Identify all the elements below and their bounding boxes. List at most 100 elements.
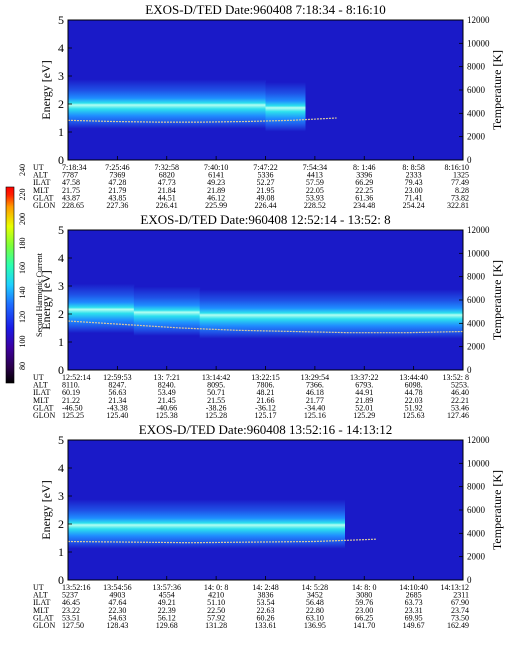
- x-tick-label: 8:16:10: [445, 163, 469, 172]
- ephemeris-value: 56.48: [306, 598, 324, 607]
- ephemeris-value: 5237: [62, 591, 78, 600]
- ephemeris-value: 141.70: [353, 621, 375, 630]
- ephemeris-value: 7806.: [257, 381, 275, 390]
- y-tick-label: 0: [58, 363, 64, 377]
- x-tick-label: 13:44:40: [399, 373, 427, 382]
- ephemeris-value: 162.49: [447, 621, 469, 630]
- ephemeris-value: 54.63: [108, 613, 126, 622]
- ephemeris-value: 21.22: [62, 396, 80, 405]
- ephemeris-value: 21.55: [207, 396, 225, 405]
- energy-band-segment: [68, 283, 135, 334]
- ephemeris-value: 60.19: [62, 388, 80, 397]
- ephemeris-value: 4903: [109, 591, 125, 600]
- ephemeris-value: 127.50: [62, 621, 84, 630]
- y-tick-label: 1: [58, 545, 64, 559]
- colorbar-tick-label: 240: [18, 164, 27, 176]
- x-tick-label: 7:40:10: [204, 163, 228, 172]
- y2-tick-label: 6000: [467, 85, 486, 95]
- x-tick-label: 7:18:34: [62, 163, 86, 172]
- ephemeris-value: 2311: [453, 591, 469, 600]
- ephemeris-row-label: GLAT: [33, 193, 54, 202]
- colorbar-label: Second Harmonic Current: [35, 252, 44, 337]
- ephemeris-value: 22.39: [158, 606, 176, 615]
- y2-tick-label: 0: [467, 365, 472, 375]
- ephemeris-value: 23.22: [62, 606, 80, 615]
- ephemeris-value: 53.54: [257, 598, 275, 607]
- x-tick-label: 14: 8: 0: [352, 583, 376, 592]
- ephemeris-row-label: ALT: [33, 171, 48, 180]
- ephemeris-value: 23.00: [355, 606, 373, 615]
- ephemeris-value: 44.91: [355, 388, 373, 397]
- ephemeris-row-label: ALT: [33, 381, 48, 390]
- ephemeris-row-label: ILAT: [33, 178, 50, 187]
- ephemeris-value: 21.45: [158, 396, 176, 405]
- ephemeris-value: 46.40: [451, 388, 469, 397]
- y-tick-label: 3: [58, 489, 64, 503]
- ephemeris-value: 4210: [208, 591, 224, 600]
- ephemeris-value: 59.76: [355, 598, 373, 607]
- colorbar-ticks: 80 100 120 140 160 180 200 220 240: [18, 164, 27, 370]
- ephemeris-value: 6098.: [405, 381, 423, 390]
- colorbar-scale: [5, 186, 15, 384]
- ephemeris-row-label: MLT: [33, 396, 49, 405]
- y-tick-label: 4: [58, 41, 64, 55]
- ephemeris-value: 53.49: [158, 388, 176, 397]
- energy-band-segment: [68, 499, 115, 549]
- x-tick-label: 14: 5:28: [302, 583, 328, 592]
- ephemeris-value: 22.50: [207, 606, 225, 615]
- ephemeris-row-label: GLAT: [33, 613, 54, 622]
- panel-title: EXOS-D/TED Date:960408 7:18:34 - 8:16:10: [145, 2, 385, 17]
- y2-tick-label: 6000: [467, 505, 486, 515]
- panel: EXOS-D/TED Date:960408 12:52:14 - 13:52:…: [33, 212, 504, 420]
- y2-tick-label: 4000: [467, 528, 486, 538]
- ephemeris-value: 5253.: [451, 381, 469, 390]
- ephemeris-value: 1325: [453, 171, 469, 180]
- x-tick-label: 13:52: 8: [443, 373, 469, 382]
- ephemeris-value: 53.51: [62, 613, 80, 622]
- temperature-trace: [68, 538, 377, 544]
- energy-band-segment: [147, 79, 187, 129]
- ephemeris-value: 51.10: [207, 598, 225, 607]
- plot-area: [68, 230, 463, 370]
- ephemeris-value: 8110.: [62, 381, 80, 390]
- colorbar-tick-label: 180: [18, 238, 27, 250]
- x-tick-label: 13:54:56: [103, 583, 131, 592]
- y2-tick-label: 4000: [467, 108, 486, 118]
- ephemeris-value: 21.66: [257, 396, 275, 405]
- ephemeris-value: 43.87: [62, 193, 80, 202]
- energy-band-segment: [206, 499, 253, 549]
- plot-area: [68, 440, 463, 580]
- ephemeris-value: 66.25: [355, 613, 373, 622]
- ephemeris-value: 69.95: [405, 613, 423, 622]
- ephemeris-value: 22.80: [306, 606, 324, 615]
- ephemeris-row-label: UT: [33, 163, 44, 172]
- ephemeris-value: 60.26: [257, 613, 275, 622]
- ephemeris-value: 53.93: [306, 193, 324, 202]
- y-tick-label: 0: [58, 573, 64, 587]
- ephemeris-value: 234.48: [353, 201, 375, 210]
- ephemeris-value: 136.95: [304, 621, 326, 630]
- energy-band-segment: [226, 79, 266, 129]
- ephemeris-value: 3836: [258, 591, 274, 600]
- ephemeris-value: 8240.: [158, 381, 176, 390]
- x-tick-label: 14:10:40: [399, 583, 427, 592]
- ephemeris-value: 23.74: [451, 606, 469, 615]
- y-tick-label: 2: [58, 307, 64, 321]
- x-tick-label: 7:25:46: [105, 163, 129, 172]
- y2-tick-label: 0: [467, 155, 472, 165]
- ephemeris-value: 21.75: [62, 186, 80, 195]
- ephemeris-value: 131.28: [205, 621, 227, 630]
- ephemeris-value: 22.03: [405, 396, 423, 405]
- energy-band-segment: [133, 286, 201, 336]
- ephemeris-row-label: UT: [33, 583, 44, 592]
- ephemeris-value: 7369: [109, 171, 125, 180]
- y2-tick-label: 8000: [467, 482, 486, 492]
- ephemeris-value: 52.27: [257, 178, 275, 187]
- ephemeris-value: 125.40: [106, 411, 128, 420]
- ephemeris-value: 23.31: [405, 606, 423, 615]
- ephemeris-value: 125.25: [62, 411, 84, 420]
- x-tick-label: 7:47:22: [253, 163, 277, 172]
- y-tick-label: 1: [58, 335, 64, 349]
- ephemeris-value: 77.49: [451, 178, 469, 187]
- colorbar-tick-label: 140: [18, 287, 27, 299]
